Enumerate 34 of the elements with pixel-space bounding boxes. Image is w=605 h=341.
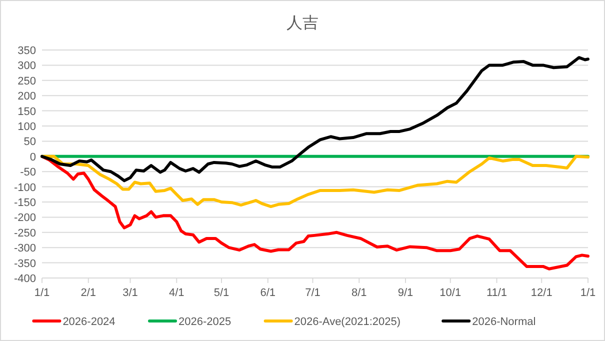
x-tick-label: 5/1 [214, 287, 230, 299]
y-tick-label: -350 [14, 258, 36, 270]
legend-label: 2026-2025 [178, 316, 232, 328]
x-tick-label: 10/1 [440, 287, 462, 299]
y-tick-label: 150 [18, 106, 36, 118]
y-tick-label: -400 [14, 273, 36, 285]
y-tick-label: -200 [14, 212, 36, 224]
y-tick-label: 250 [18, 75, 36, 88]
x-tick-label: 1/1 [580, 287, 596, 299]
x-tick-label: 4/1 [168, 287, 184, 299]
y-tick-label: 300 [18, 60, 36, 72]
y-tick-label: 100 [18, 121, 36, 133]
y-tick-label: -300 [14, 242, 36, 255]
y-tick-label: 200 [18, 90, 36, 103]
y-tick-label: -250 [14, 227, 36, 240]
x-tick-label: 7/1 [305, 287, 320, 299]
y-tick-label: 0 [30, 151, 36, 164]
y-tick-label: 350 [18, 45, 36, 57]
x-tick-label: 9/1 [398, 287, 414, 299]
x-tick-label: 1/1 [34, 287, 50, 299]
x-tick-label: 11/1 [486, 287, 508, 299]
y-tick-label: -150 [14, 197, 36, 209]
legend-label: 2026-Ave(2021:2025) [294, 316, 401, 328]
legend-label: 2026-2024 [62, 316, 116, 328]
y-tick-label: 50 [24, 136, 36, 148]
y-tick-label: -50 [20, 166, 36, 179]
legend-label: 2026-Normal [472, 316, 536, 328]
x-tick-label: 6/1 [260, 287, 276, 299]
x-tick-label: 8/1 [351, 287, 367, 299]
x-tick-label: 3/1 [122, 287, 138, 299]
chart-title: 人吉 [286, 14, 318, 32]
x-tick-label: 12/1 [530, 287, 552, 299]
x-tick-label: 2/1 [80, 287, 96, 299]
y-tick-label: -100 [14, 182, 36, 194]
